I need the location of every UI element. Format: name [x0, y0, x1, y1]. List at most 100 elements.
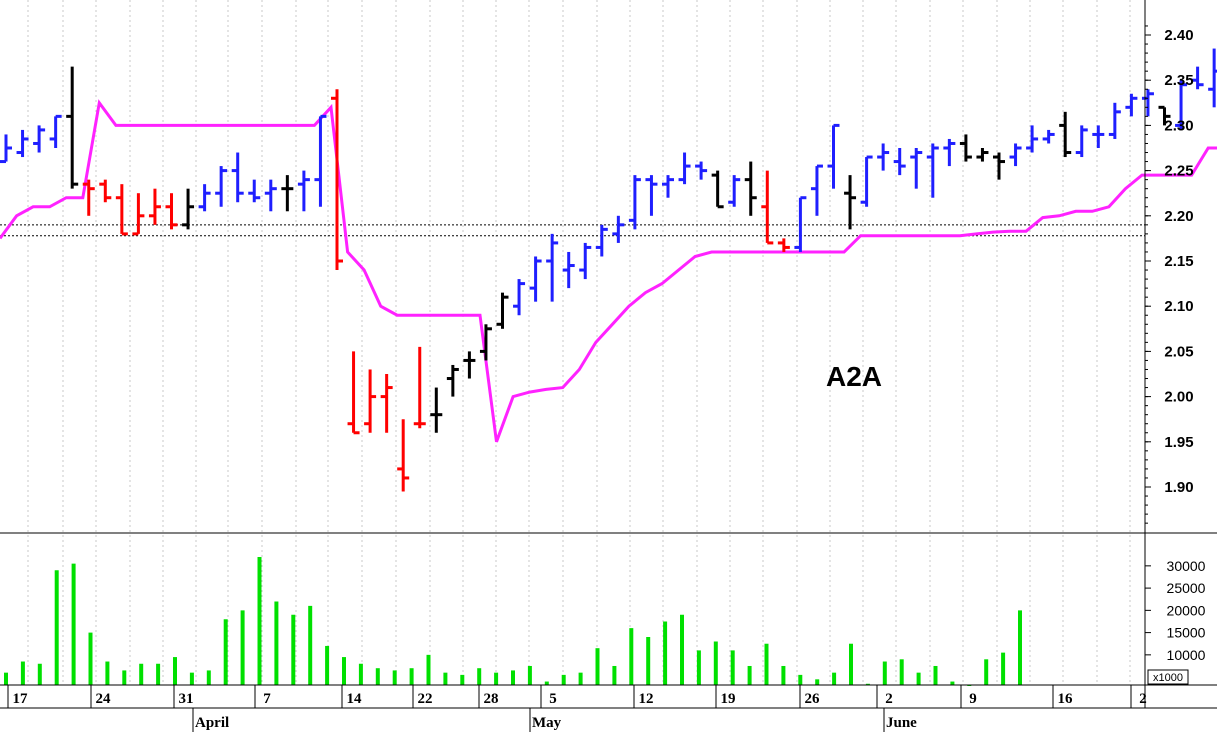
ohlc-bar: [645, 175, 658, 216]
ohlc-bar: [711, 170, 724, 209]
grid-lines: [27, 0, 1131, 685]
volume-tick-label: 20000: [1167, 602, 1206, 618]
ticker-label: A2A: [826, 361, 882, 392]
ohlc-bar: [0, 134, 12, 164]
ohlc-bar: [1059, 111, 1072, 158]
ohlc-bar: [562, 251, 575, 289]
date-tick-label: 2: [1139, 691, 1147, 707]
volume-tick-label: 10000: [1167, 647, 1206, 663]
ohlc-bar: [662, 175, 674, 198]
price-tick-label: 1.90: [1164, 479, 1193, 496]
ohlc-bar: [380, 374, 393, 433]
month-label: May: [532, 715, 562, 731]
ohlc-bar: [612, 215, 625, 243]
ohlc-bar: [1108, 102, 1121, 139]
date-tick-label: 9: [969, 691, 977, 707]
ohlc-bar: [546, 233, 559, 302]
price-tick-label: 2.20: [1164, 208, 1193, 225]
date-tick-label: 14: [347, 691, 363, 707]
ohlc-bar: [446, 364, 459, 397]
ohlc-bar: [182, 188, 195, 230]
ohlc-bar: [1125, 93, 1138, 117]
ohlc-bar: [331, 89, 343, 271]
ohlc-bar: [993, 152, 1005, 180]
ohlc-bar: [943, 138, 956, 167]
ohlc-bar: [827, 123, 840, 189]
ohlc-bar: [1175, 80, 1188, 130]
ohlc-bar: [165, 193, 178, 230]
ohlc-bar: [66, 66, 79, 189]
price-tick-label: 2.35: [1164, 72, 1193, 89]
ohlc-bar: [926, 143, 939, 198]
price-axis: 1.90 1.95 2.00 2.05 2.10 2.15 2.20 2.25 2.30 2.35…: [1145, 25, 1194, 524]
ohlc-bar: [529, 256, 542, 302]
volume-tick-label: 25000: [1167, 580, 1206, 596]
ohlc-bar: [496, 292, 509, 329]
ohlc-bar: [513, 279, 526, 316]
ohlc-bar: [463, 351, 476, 379]
ohlc-bar: [364, 369, 377, 433]
date-tick-label: 22: [418, 691, 433, 707]
ohlc-bar: [314, 114, 327, 207]
chart-frame: [0, 0, 1217, 709]
ohlc-bar: [16, 129, 29, 158]
ohlc-bar: [959, 134, 972, 162]
volume-tick-label: 30000: [1167, 558, 1206, 574]
ohlc-bar: [860, 155, 873, 207]
volume-axis: 10000 15000 20000 25000 30000 x1000: [1145, 558, 1206, 685]
ohlc-bar: [430, 387, 443, 433]
ohlc-bar: [794, 196, 807, 252]
ohlc-bar: [82, 179, 95, 216]
ohlc-bar: [695, 161, 708, 180]
price-tick-label: 1.95: [1164, 434, 1193, 451]
ohlc-bar: [397, 419, 410, 492]
ohlc-bar: [728, 175, 741, 207]
date-axis: 17 24 31 7 14 22 28 5 12 19 26 2 9 16 2 April May June: [7, 685, 1147, 732]
ohlc-bar: [910, 148, 923, 189]
ohlc-bar: [281, 175, 294, 212]
ohlc-bar: [777, 238, 790, 252]
ohlc-bar: [1191, 66, 1204, 90]
stop-line: [0, 99, 1217, 443]
ohlc-bar: [148, 188, 161, 225]
ohlc-bar: [761, 170, 774, 245]
price-tick-label: 2.40: [1164, 27, 1193, 44]
ohlc-bar: [579, 242, 592, 280]
ohlc-bar: [744, 161, 757, 216]
ohlc-bar: [1009, 143, 1022, 167]
ohlc-bar: [893, 148, 906, 176]
price-tick-label: 2.15: [1164, 253, 1193, 270]
ohlc-bar: [628, 175, 641, 230]
date-tick-label: 19: [721, 691, 736, 707]
ohlc-bar: [1208, 48, 1217, 108]
ohlc-bar: [413, 346, 426, 429]
ohlc-bar: [1075, 125, 1088, 158]
date-tick-label: 16: [1058, 691, 1074, 707]
ohlc-bar: [1158, 105, 1171, 126]
date-tick-label: 7: [263, 691, 271, 707]
ohlc-bar: [231, 152, 244, 203]
price-tick-label: 2.05: [1164, 343, 1193, 360]
ohlc-bar: [347, 351, 360, 435]
month-label: June: [886, 715, 917, 731]
ohlc-bar: [877, 143, 890, 171]
ohlc-bar: [215, 166, 228, 207]
ohlc-bar: [844, 175, 857, 230]
ohlc-bar: [479, 324, 492, 361]
month-label: April: [195, 715, 229, 731]
date-tick-label: 28: [484, 691, 499, 707]
ohlc-bars: [0, 48, 1217, 492]
ohlc-bar: [132, 193, 145, 236]
ohlc-bar: [33, 125, 46, 153]
ohlc-bar: [1026, 125, 1039, 153]
ohlc-bar: [1092, 125, 1105, 148]
price-tick-label: 2.25: [1164, 163, 1193, 180]
ohlc-bar: [678, 152, 691, 185]
ohlc-bar: [595, 224, 608, 257]
price-tick-label: 2.30: [1164, 117, 1193, 134]
date-tick-label: 17: [13, 691, 29, 707]
volume-unit-box: [1147, 669, 1189, 685]
reference-lines: [0, 224, 1145, 237]
ohlc-bar: [99, 179, 112, 203]
